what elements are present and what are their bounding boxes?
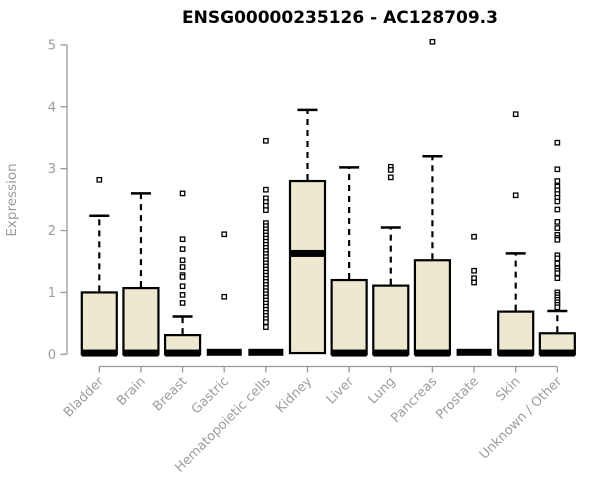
outlier-lung [387,174,394,181]
y-tick-label: 2 [48,224,56,239]
x-label-brain: Brain [114,374,149,409]
y-axis-label: Expression [4,163,20,236]
outlier-breast [179,257,186,264]
outlier-breast [179,300,186,306]
outlier-unknown-other [554,255,561,262]
y-tick-label: 3 [48,162,56,177]
outlier-unknown-other [554,304,561,311]
median-breast [165,349,201,357]
outlier-unknown-other [554,260,561,267]
outlier-breast [179,236,186,243]
x-label-breast: Breast [150,374,190,414]
outlier-unknown-other [554,166,561,173]
outlier-unknown-other [554,236,561,243]
outlier-unknown-other [554,275,561,282]
x-label-bladder: Bladder [61,374,108,421]
median-liver [331,349,367,357]
median-kidney [290,249,325,257]
outlier-breast [179,274,186,280]
box-gastric [206,348,242,356]
outlier-hematopoietic-cells [263,324,269,330]
outlier-breast [179,264,186,270]
outlier-lung [387,167,394,173]
outlier-hematopoietic-cells [263,137,269,144]
box-liver [330,278,368,356]
outlier-unknown-other [554,225,561,231]
outlier-skin [512,192,519,199]
outlier-unknown-other [554,206,561,213]
outlier-bladder [96,176,103,183]
x-label-skin: Skin [493,374,523,404]
outlier-unknown-other [554,139,561,146]
outlier-breast [179,292,186,298]
median-pancreas [414,349,450,357]
outlier-unknown-other [554,219,561,225]
y-tick-label: 4 [48,100,56,115]
box-pancreas [413,259,452,356]
x-label-prostate: Prostate [433,374,481,422]
outlier-hematopoietic-cells [263,186,269,193]
outlier-prostate [471,267,477,274]
outlier-skin [512,111,519,118]
outlier-prostate [471,279,477,286]
box-skin [497,310,535,356]
outlier-breast [179,190,186,197]
outlier-breast [179,246,186,252]
box-bladder [80,291,118,356]
outlier-breast [179,283,186,290]
box-kidney [288,179,327,355]
outlier-prostate [471,233,477,240]
y-tick-label: 1 [48,286,56,301]
y-tick-label: 0 [48,348,56,363]
outlier-unknown-other [554,270,561,277]
box-hematopoietic-cells [248,348,284,356]
x-label-kidney: Kidney [273,374,315,416]
median-bladder [81,349,117,357]
chart-title: ENSG00000235126 - AC128709.3 [182,8,498,28]
outlier-hematopoietic-cells [263,319,269,325]
box-brain [122,286,160,356]
box-lung [372,284,410,356]
median-unknown-other [539,349,575,357]
median-brain [123,349,159,357]
x-label-lung: Lung [366,374,399,407]
outlier-unknown-other [554,178,561,184]
outlier-unknown-other [554,198,561,205]
outlier-pancreas [429,38,436,45]
outlier-hematopoietic-cells [263,207,269,213]
outlier-gastric [221,231,228,238]
box-prostate [456,348,492,356]
outlier-gastric [221,293,228,300]
median-lung [373,349,409,357]
y-tick-label: 5 [48,38,56,53]
median-skin [498,349,534,357]
x-label-liver: Liver [324,374,358,408]
x-label-pancreas: Pancreas [388,374,440,426]
